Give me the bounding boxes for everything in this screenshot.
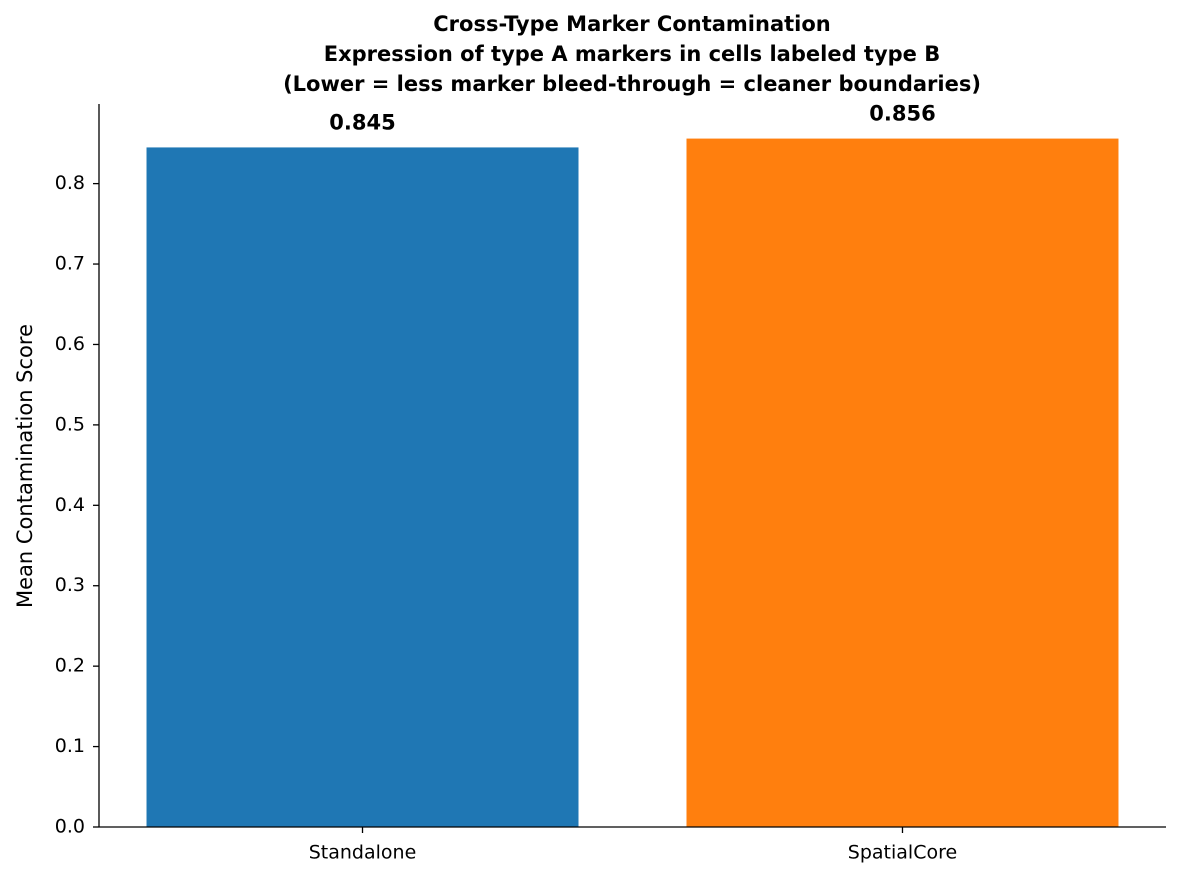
y-tick-label: 0.6 — [55, 333, 85, 355]
chart-title: Cross-Type Marker Contamination — [433, 12, 830, 36]
y-tick-label: 0.4 — [55, 494, 85, 516]
chart-subtitle: (Lower = less marker bleed-through = cle… — [283, 72, 981, 96]
y-tick-label: 0.3 — [55, 574, 85, 596]
y-tick-label: 0.2 — [55, 655, 85, 677]
y-tick-label: 0.8 — [55, 172, 85, 194]
value-label: 0.845 — [329, 110, 395, 134]
bar — [146, 147, 579, 828]
bar — [686, 138, 1119, 827]
y-tick-label: 0.0 — [55, 816, 85, 838]
y-tick-label: 0.5 — [55, 413, 85, 435]
y-tick-label: 0.1 — [55, 735, 85, 757]
y-tick-label: 0.7 — [55, 253, 85, 275]
value-label: 0.856 — [869, 102, 935, 126]
chart-subtitle: Expression of type A markers in cells la… — [324, 42, 941, 66]
x-tick-label: SpatialCore — [848, 842, 957, 864]
y-axis-label: Mean Contamination Score — [13, 324, 37, 608]
x-tick-label: Standalone — [309, 842, 417, 864]
